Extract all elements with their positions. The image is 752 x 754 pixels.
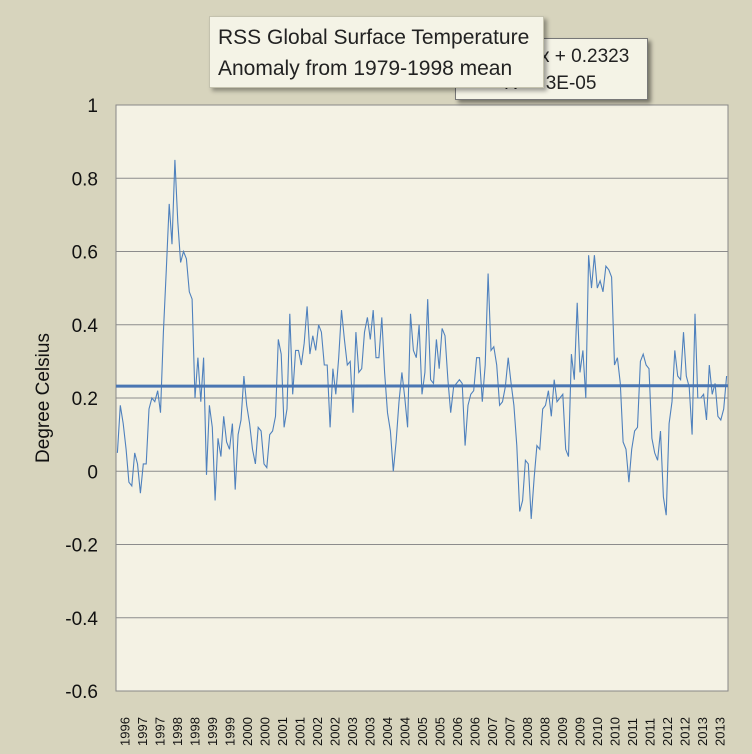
x-tick-label: 2012 bbox=[660, 717, 675, 746]
x-tick-label: 2005 bbox=[415, 717, 430, 746]
y-tick-label: 1 bbox=[87, 96, 98, 117]
x-tick-label: 2003 bbox=[345, 717, 360, 746]
x-tick-label: 1999 bbox=[223, 717, 238, 746]
chart-title-line-1: RSS Global Surface Temperature bbox=[218, 26, 530, 49]
x-tick-label: 2010 bbox=[607, 717, 622, 746]
x-tick-label: 1997 bbox=[153, 717, 168, 746]
x-tick-label: 2013 bbox=[712, 717, 727, 746]
x-tick-label: 2011 bbox=[642, 718, 657, 746]
x-tick-label: 2004 bbox=[398, 717, 413, 746]
x-tick-label: 1996 bbox=[118, 717, 133, 746]
x-tick-label: 1998 bbox=[188, 717, 203, 746]
x-tick-label: 2004 bbox=[380, 717, 395, 746]
x-tick-label: 2000 bbox=[240, 717, 255, 746]
x-tick-label: 2010 bbox=[590, 717, 605, 746]
x-tick-label: 2009 bbox=[572, 717, 587, 746]
y-tick-label: -0.4 bbox=[65, 609, 98, 630]
x-tick-label: 2003 bbox=[363, 717, 378, 746]
x-tick-label: 2012 bbox=[677, 717, 692, 746]
y-tick-label: 0 bbox=[87, 462, 98, 483]
y-tick-label: 0.6 bbox=[72, 243, 98, 264]
x-axis-ticks: 1996 1997 1997 1998 1998 1999 1999 2000 2000 2001… bbox=[118, 717, 728, 746]
y-axis-ticks: -0.6 -0.4 -0.2 0 0.2 0.4 0.6 0.8 1 bbox=[65, 96, 98, 703]
x-tick-label: 2005 bbox=[432, 717, 447, 746]
x-tick-label: 2000 bbox=[258, 717, 273, 746]
y-tick-label: -0.2 bbox=[65, 536, 98, 557]
x-tick-label: 2008 bbox=[537, 717, 552, 746]
chart-title: RSS Global Surface Temperature Anomaly f… bbox=[209, 16, 544, 88]
x-tick-label: 2007 bbox=[485, 717, 500, 746]
x-tick-label: 2013 bbox=[695, 717, 710, 746]
x-tick-label: 2011 bbox=[625, 718, 640, 746]
x-tick-label: 2002 bbox=[310, 717, 325, 746]
x-tick-label: 2006 bbox=[450, 717, 465, 746]
gridlines bbox=[116, 177, 728, 619]
x-tick-label: 2009 bbox=[555, 717, 570, 746]
y-tick-label: 0.8 bbox=[72, 169, 98, 190]
y-tick-label: -0.6 bbox=[65, 682, 98, 703]
x-tick-label: 1998 bbox=[170, 717, 185, 746]
x-tick-label: 2007 bbox=[502, 717, 517, 746]
y-tick-label: 0.2 bbox=[72, 389, 98, 410]
x-tick-label: 2008 bbox=[520, 717, 535, 746]
x-tick-label: 2001 bbox=[293, 717, 308, 746]
x-tick-label: 2001 bbox=[275, 717, 290, 746]
x-tick-label: 1999 bbox=[205, 717, 220, 746]
trendline-equation: x + 0.2323 bbox=[540, 46, 630, 67]
x-tick-label: 2006 bbox=[467, 717, 482, 746]
y-axis-label: Degree Celsius bbox=[33, 333, 54, 463]
x-tick-label: 1997 bbox=[135, 717, 150, 746]
series-monthly-anomaly-line bbox=[116, 159, 728, 519]
y-tick-label: 0.4 bbox=[72, 316, 99, 337]
chart-title-line-2: Anomaly from 1979-1998 mean bbox=[218, 57, 513, 80]
x-tick-label: 2002 bbox=[328, 717, 343, 746]
